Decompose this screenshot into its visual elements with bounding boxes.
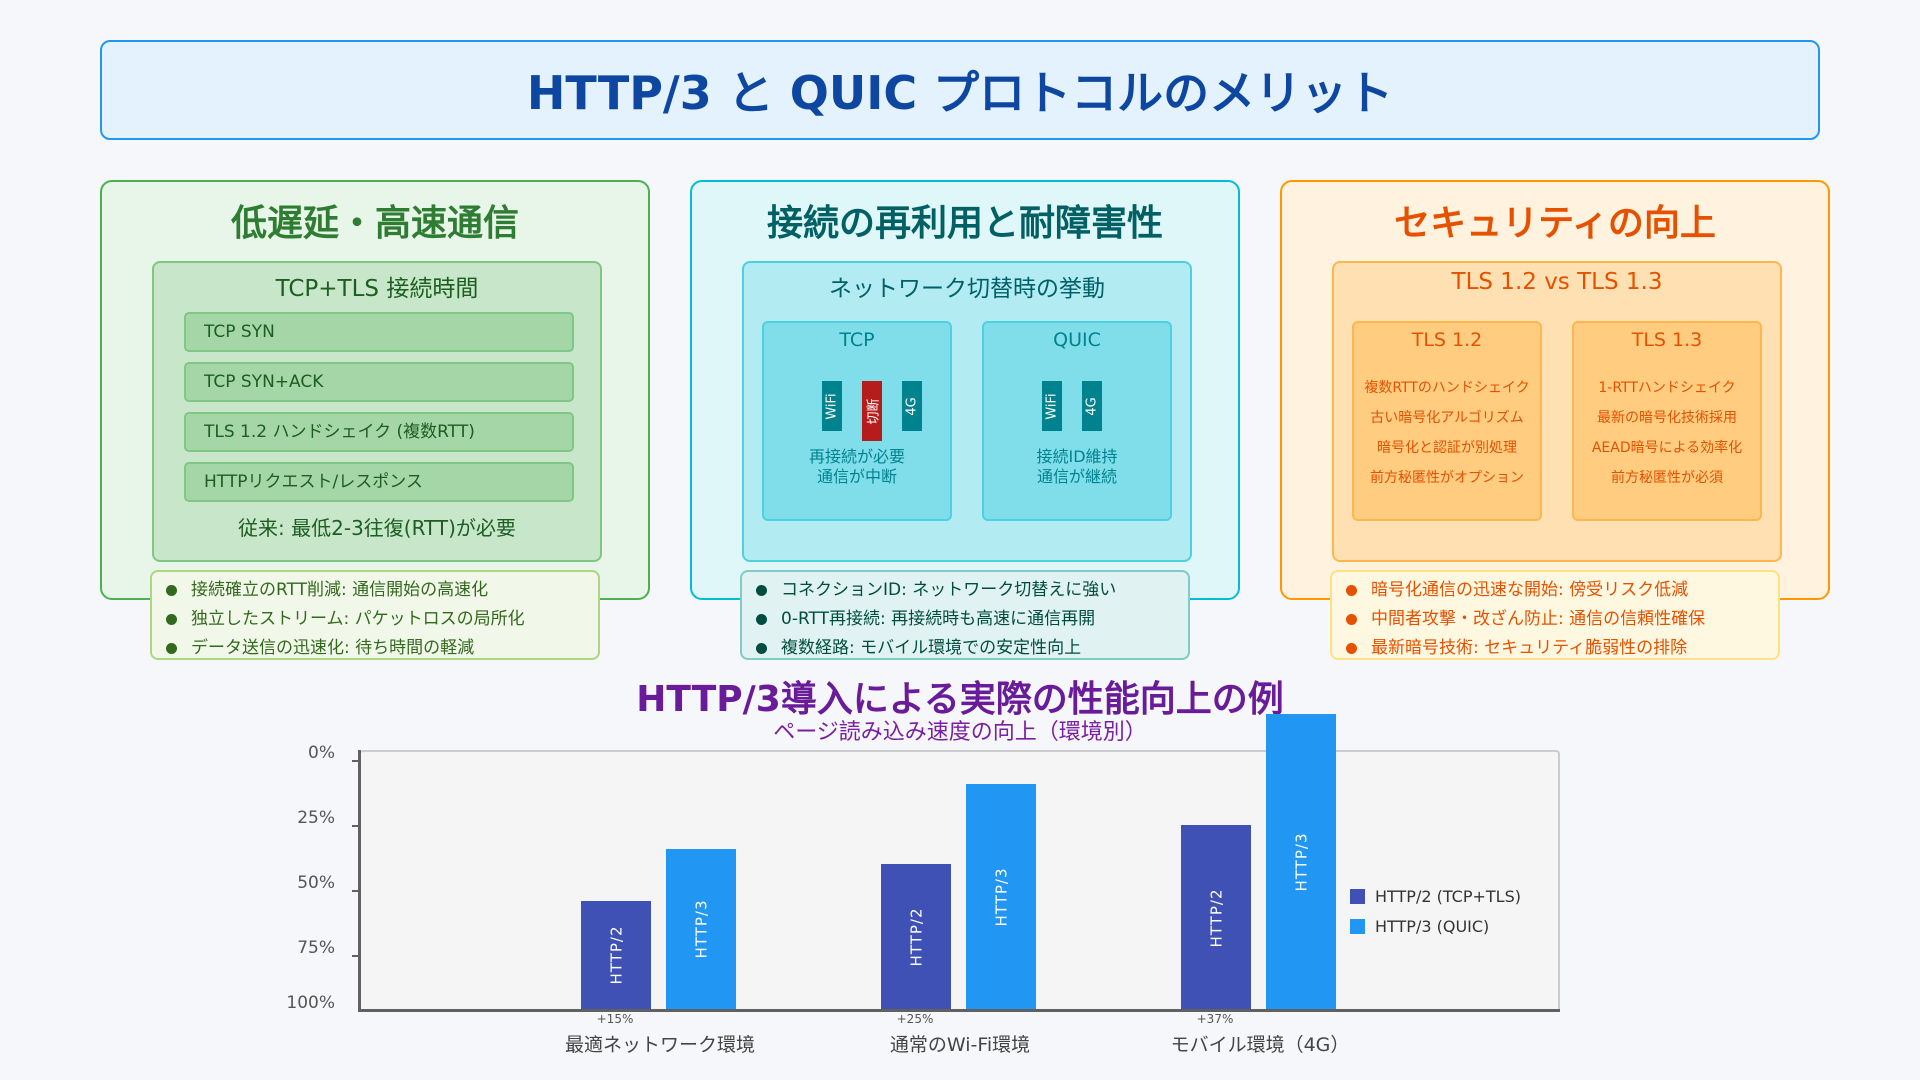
tls12-title: TLS 1.2: [1411, 329, 1483, 351]
plot-area: [360, 750, 1560, 1010]
bar-http2: HTTP/2: [1181, 825, 1251, 1010]
improvement-label: +37%: [1196, 1012, 1234, 1026]
y-tick-label: 75%: [297, 938, 335, 958]
quic-caption: 接続ID維持 通信が継続: [1036, 447, 1118, 486]
list-item: 独立したストリーム: パケットロスの局所化: [166, 605, 598, 634]
y-tick: [352, 760, 361, 762]
y-tick: [352, 955, 361, 957]
chart-title: HTTP/3導入による実際の性能向上の例: [636, 679, 1284, 720]
quic-title: QUIC: [1053, 329, 1101, 351]
security-benefits: 暗号化通信の迅速な開始: 傍受リスク低減 中間者攻撃・改ざん防止: 通信の信頼性…: [1330, 570, 1780, 660]
y-tick-label: 0%: [308, 743, 335, 763]
list-item: コネクションID: ネットワーク切替えに強い: [756, 576, 1188, 605]
title-banner: HTTP/3 と QUIC プロトコルのメリット: [100, 40, 1820, 140]
tls13-title: TLS 1.3: [1631, 329, 1703, 351]
legend-swatch: [1350, 889, 1365, 904]
card-connection-reuse: 接続の再利用と耐障害性 ネットワーク切替時の挙動 TCP WiFi 切断 4G …: [690, 180, 1240, 600]
latency-benefits: 接続確立のRTT削減: 通信開始の高速化 独立したストリーム: パケットロスの局…: [150, 570, 600, 660]
tcp-caption: 再接続が必要 通信が中断: [808, 447, 905, 486]
bar-http2: HTTP/2: [881, 864, 951, 1010]
y-axis: [358, 750, 361, 1012]
legend-http3: HTTP/3 (QUIC): [1350, 917, 1489, 936]
list-item: データ送信の迅速化: 待ち時間の軽減: [166, 634, 598, 663]
list-item: 接続確立のRTT削減: 通信開始の高速化: [166, 576, 598, 605]
card-heading: セキュリティの向上: [1394, 203, 1716, 244]
tls12-box: TLS 1.2 複数RTTのハンドシェイク 古い暗号化アルゴリズム 暗号化と認証…: [1352, 321, 1542, 521]
wifi-bar: WiFi: [822, 381, 842, 431]
list-item: 暗号化通信の迅速な開始: 傍受リスク低減: [1346, 576, 1778, 605]
y-tick: [352, 890, 361, 892]
bar-http3: HTTP/3: [966, 783, 1036, 1010]
tcp-title: TCP: [839, 329, 875, 351]
panel-title: ネットワーク切替時の挙動: [829, 276, 1105, 302]
wifi-bar: WiFi: [1042, 381, 1062, 431]
tls13-box: TLS 1.3 1-RTTハンドシェイク 最新の暗号化技術採用 AEAD暗号によ…: [1572, 321, 1762, 521]
card-low-latency: 低遅延・高速通信 TCP+TLS 接続時間 TCP SYN TCP SYN+AC…: [100, 180, 650, 600]
rtt-note: 従来: 最低2-3往復(RTT)が必要: [238, 516, 516, 540]
bullet-icon: [166, 643, 177, 654]
list-item: 最新暗号技術: セキュリティ脆弱性の排除: [1346, 634, 1778, 663]
bar-http2: HTTP/2: [581, 900, 651, 1010]
quic-box: QUIC WiFi 4G 接続ID維持 通信が継続: [982, 321, 1172, 521]
tls-compare-panel: TLS 1.2 vs TLS 1.3 TLS 1.2 複数RTTのハンドシェイク…: [1332, 261, 1782, 562]
bullet-icon: [1346, 585, 1357, 596]
y-tick-label: 25%: [297, 808, 335, 828]
list-item: 0-RTT再接続: 再接続時も高速に通信再開: [756, 605, 1188, 634]
disconnect-bar: 切断: [862, 381, 882, 441]
list-item: 中間者攻撃・改ざん防止: 通信の信頼性確保: [1346, 605, 1778, 634]
step-http-request: HTTPリクエスト/レスポンス: [184, 462, 574, 502]
bullet-icon: [756, 614, 767, 625]
card-security: セキュリティの向上 TLS 1.2 vs TLS 1.3 TLS 1.2 複数R…: [1280, 180, 1830, 600]
bar-http3: HTTP/3: [666, 848, 736, 1010]
list-item: 複数経路: モバイル環境での安定性向上: [756, 634, 1188, 663]
category-label: モバイル環境（4G）: [1170, 1034, 1350, 1056]
y-tick-label: 50%: [297, 873, 335, 893]
tcp-box: TCP WiFi 切断 4G 再接続が必要 通信が中断: [762, 321, 952, 521]
bullet-icon: [166, 585, 177, 596]
tcp-tls-panel: TCP+TLS 接続時間 TCP SYN TCP SYN+ACK TLS 1.2…: [152, 261, 602, 562]
bullet-icon: [1346, 643, 1357, 654]
bullet-icon: [166, 614, 177, 625]
y-tick: [352, 825, 361, 827]
bullet-icon: [756, 643, 767, 654]
panel-title: TCP+TLS 接続時間: [275, 276, 479, 302]
step-tcp-syn: TCP SYN: [184, 312, 574, 352]
4g-bar: 4G: [902, 381, 922, 431]
tls13-list: 1-RTTハンドシェイク 最新の暗号化技術採用 AEAD暗号による効率化 前方秘…: [1591, 380, 1743, 486]
reuse-benefits: コネクションID: ネットワーク切替えに強い 0-RTT再接続: 再接続時も高速…: [740, 570, 1190, 660]
bullet-icon: [756, 585, 767, 596]
bullet-icon: [1346, 614, 1357, 625]
panel-title: TLS 1.2 vs TLS 1.3: [1451, 269, 1663, 295]
legend-http2: HTTP/2 (TCP+TLS): [1350, 887, 1521, 906]
y-tick-label: 100%: [286, 993, 335, 1013]
category-label: 通常のWi-Fi環境: [889, 1034, 1031, 1056]
x-axis: [358, 1009, 1560, 1012]
improvement-label: +15%: [596, 1012, 634, 1026]
chart-subtitle: ページ読み込み速度の向上（環境別）: [773, 720, 1147, 745]
page-title: HTTP/3 と QUIC プロトコルのメリット: [526, 66, 1394, 120]
legend-swatch: [1350, 919, 1365, 934]
step-tcp-syn-ack: TCP SYN+ACK: [184, 362, 574, 402]
bar-http3: HTTP/3: [1266, 713, 1336, 1010]
4g-bar: 4G: [1082, 381, 1102, 431]
card-heading: 低遅延・高速通信: [230, 203, 519, 244]
card-heading: 接続の再利用と耐障害性: [766, 203, 1163, 244]
improvement-label: +25%: [896, 1012, 934, 1026]
tls12-list: 複数RTTのハンドシェイク 古い暗号化アルゴリズム 暗号化と認証が別処理 前方秘…: [1364, 380, 1530, 486]
step-tls-handshake: TLS 1.2 ハンドシェイク (複数RTT): [184, 412, 574, 452]
category-label: 最適ネットワーク環境: [564, 1034, 755, 1056]
network-switch-panel: ネットワーク切替時の挙動 TCP WiFi 切断 4G 再接続が必要 通信が中断…: [742, 261, 1192, 562]
